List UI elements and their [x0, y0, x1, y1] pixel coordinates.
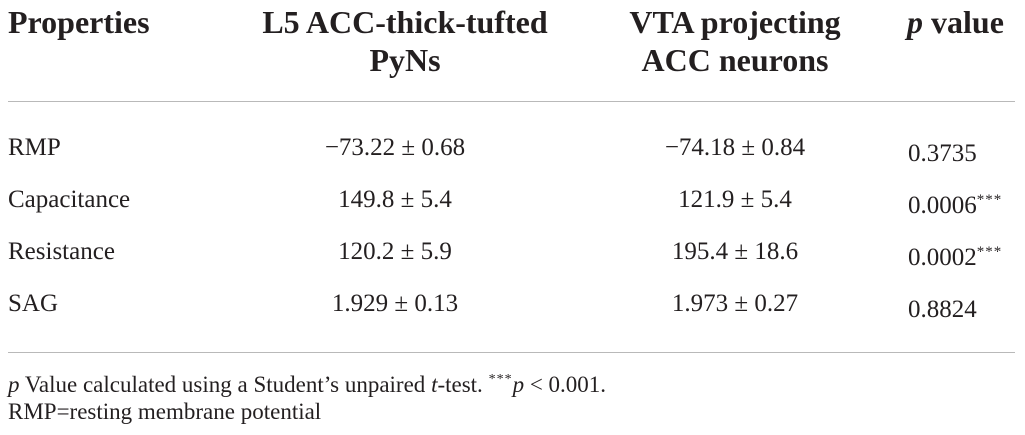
row-label: Resistance	[8, 238, 115, 265]
cell-p-value: 0.3735	[908, 133, 977, 169]
header-p-italic: p	[907, 4, 923, 40]
row-label: Capacitance	[8, 186, 131, 213]
header-properties: Properties	[8, 4, 150, 40]
footnote-p: p	[8, 372, 20, 397]
footnote-abbreviation: RMP=resting membrane potential	[8, 399, 322, 424]
row-label: RMP	[8, 134, 61, 161]
footer-divider	[8, 352, 1015, 353]
cell-vta-value: 195.4 ± 18.6	[671, 238, 799, 265]
header-l5-line1: L5 ACC-thick-tufted	[262, 4, 548, 40]
cell-p-value: 0.8824	[908, 289, 977, 325]
header-divider	[8, 101, 1015, 102]
table-row-rmp: RMP −73.22 ± 0.68 −74.18 ± 0.84 0.3735	[0, 133, 1025, 173]
header-p-rest: value	[923, 4, 1004, 40]
footnote-p2: p	[512, 372, 525, 397]
cell-p-value: 0.0006***	[908, 185, 1002, 221]
cell-vta-value: 121.9 ± 5.4	[678, 186, 792, 213]
table-row-capacitance: Capacitance 149.8 ± 5.4 121.9 ± 5.4 0.00…	[0, 185, 1025, 225]
table-row-sag: SAG 1.929 ± 0.13 1.973 ± 0.27 0.8824	[0, 289, 1025, 329]
header-vta-projecting: VTA projecting ACC neurons	[590, 3, 880, 79]
p-number: 0.0006	[908, 192, 977, 219]
p-number: 0.3735	[908, 140, 977, 167]
footnote-text-b: -test.	[437, 372, 489, 397]
header-vta-line2: ACC neurons	[641, 42, 829, 78]
header-l5-acc-pyns: L5 ACC-thick-tufted PyNs	[240, 3, 570, 79]
cell-l5-value: −73.22 ± 0.68	[324, 134, 466, 161]
row-label: SAG	[8, 290, 59, 317]
footnote-stars: ***	[488, 372, 513, 387]
header-vta-line1: VTA projecting	[629, 4, 841, 40]
footnote-t: t	[431, 372, 438, 397]
cell-p-value: 0.0002***	[908, 237, 1002, 273]
footnote-pvalue: p Value calculated using a Student’s unp…	[8, 365, 606, 400]
cell-l5-value: 120.2 ± 5.9	[338, 238, 452, 265]
significance-stars: ***	[976, 192, 1003, 208]
cell-vta-value: 1.973 ± 0.27	[671, 290, 799, 317]
header-p-value: p value	[907, 3, 1004, 41]
header-l5-line2: PyNs	[369, 42, 441, 78]
cell-l5-value: 149.8 ± 5.4	[338, 186, 452, 213]
p-number: 0.0002	[908, 244, 977, 271]
p-number: 0.8824	[908, 296, 977, 323]
footnote-text-a: Value calculated using a Student’s unpai…	[19, 372, 432, 397]
cell-l5-value: 1.929 ± 0.13	[331, 290, 459, 317]
cell-vta-value: −74.18 ± 0.84	[664, 134, 806, 161]
footnote-text-c: < 0.001.	[524, 372, 607, 397]
table-row-resistance: Resistance 120.2 ± 5.9 195.4 ± 18.6 0.00…	[0, 237, 1025, 277]
significance-stars: ***	[976, 244, 1003, 260]
